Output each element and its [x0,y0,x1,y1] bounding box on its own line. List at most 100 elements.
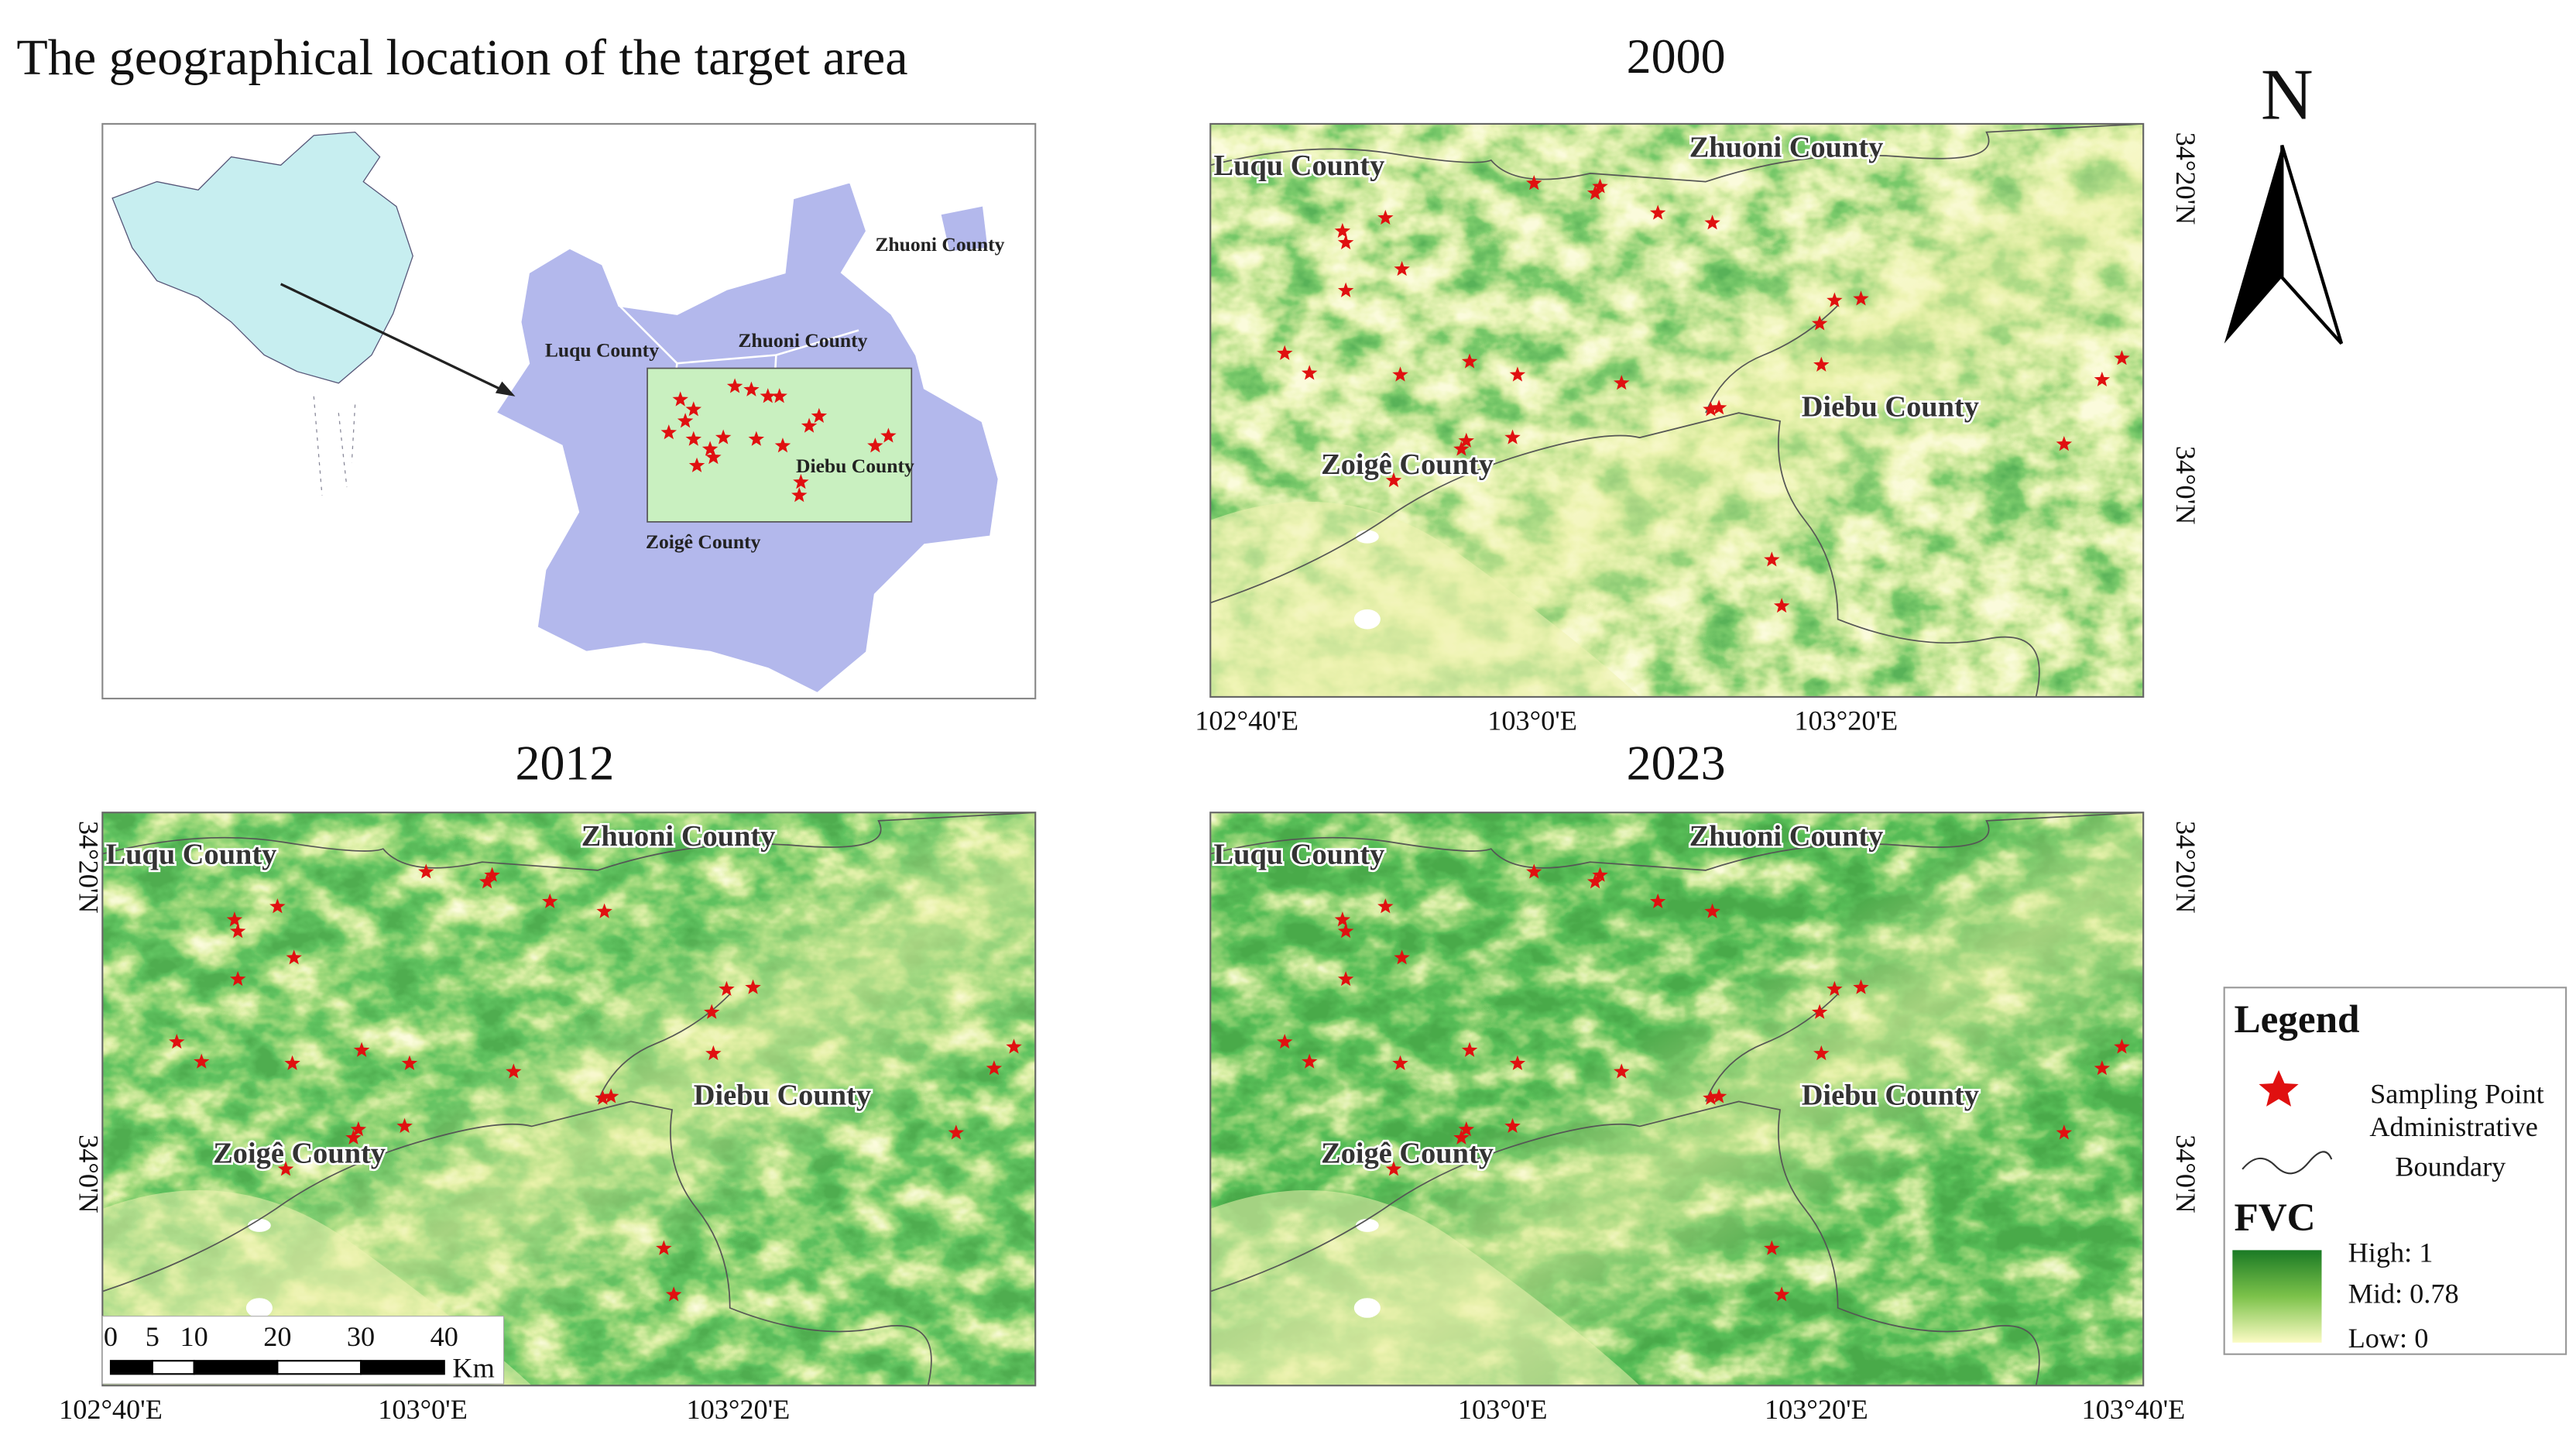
x-coordinate-label: 103°0'E [378,1394,468,1425]
sampling-point [811,407,828,423]
sampling-point [748,431,765,446]
sampling-point [1301,1053,1318,1069]
sampling-point [229,923,246,939]
y-coordinate-label: 34°20'N [73,821,104,914]
sampling-point [1704,215,1720,230]
bare-area [1210,1190,1640,1386]
sampling-point [1337,234,1354,250]
scale-unit: Km [452,1353,494,1384]
sampling-point [1773,1286,1790,1302]
sampling-point [867,438,883,453]
sampling-point [771,388,787,403]
sampling-point [269,898,286,914]
sampling-point [2114,350,2130,366]
sampling-point [1394,949,1410,965]
x-coordinate-label: 102°40'E [59,1394,163,1425]
sampling-point [1334,911,1351,927]
sampling-point [286,949,302,965]
county-label: Luqu County [1214,838,1385,870]
sampling-point [229,970,246,987]
sampling-point [880,427,897,443]
sampling-point [345,1129,362,1145]
scale-segment [193,1360,279,1375]
sampling-point [1385,1161,1402,1176]
sampling-point [1377,209,1394,225]
sampling-point [677,413,694,428]
sampling-point [1509,1055,1526,1070]
admin-boundary [102,812,1036,871]
y-coordinate-label: 34°0'N [2170,1134,2201,1213]
sampling-point [1458,1121,1475,1137]
sampling-point [2094,371,2111,387]
legend-point-label: Sampling Point [2370,1079,2544,1110]
sampling-point [743,381,760,396]
sampling-point [1773,597,1790,613]
sampling-point [1811,1004,1828,1019]
sampling-point [353,1042,370,1057]
sampling-point [602,1088,619,1103]
sampling-point [1586,874,1604,889]
sampling-point [1827,292,1843,307]
sampling-point [350,1121,367,1137]
sampling-point [1526,175,1542,190]
sampling-point [595,1090,611,1105]
sampling-point [688,457,705,472]
bare-area [1210,501,1640,697]
figure-title: The geographical location of the target … [16,29,907,86]
sampling-point [1276,345,1293,360]
scale-tick-label: 30 [347,1321,375,1352]
admin-boundary [1209,412,2040,698]
sampling-point [1592,867,1608,882]
sampling-point [701,441,719,456]
sampling-point [1458,432,1475,448]
county-label: Zoigê County [646,530,761,553]
sampling-point [705,1045,722,1061]
map-frame [1209,122,2145,698]
scale-tick-label: 40 [430,1321,458,1352]
sampling-point [1453,1129,1470,1145]
sampling-point [484,867,500,882]
sampling-point [277,1161,294,1176]
scale-segment [276,1360,362,1375]
sampling-point [542,893,558,908]
fvc-title: FVC [2234,1196,2315,1240]
scale-segment [151,1360,195,1375]
sampling-point [660,424,677,440]
sampling-point [801,417,818,433]
sampling-point [284,1055,300,1070]
sampling-point [2114,1038,2130,1054]
sampling-point [1813,356,1830,372]
county-label: Zoigê County [213,1137,386,1169]
sampling-point [685,401,702,417]
sampling-point [1813,1045,1830,1061]
county-label: Diebu County [1802,390,1979,423]
sampling-point [1526,863,1542,879]
sampling-point [715,429,732,444]
sampling-point [1301,365,1318,380]
sampling-point [1509,366,1526,382]
sampling-point [948,1124,965,1140]
sampling-point [703,1004,720,1019]
legend-title: Legend [2234,997,2359,1042]
scale-tick-label: 5 [146,1321,159,1352]
x-coordinate-label: 103°0'E [1458,1394,1548,1425]
map-frame [1209,812,2145,1387]
sampling-point [1764,1240,1780,1255]
location-map [101,122,1037,700]
fvc-label: High: 1 [2348,1237,2434,1268]
sampling-point [506,1063,522,1079]
snow-patch [1353,609,1381,630]
snow-patch [245,1298,273,1318]
sampling-point [2056,435,2073,451]
county-label: Diebu County [694,1079,871,1112]
sampling-point [1461,353,1478,369]
county-label: Zoigê County [1321,1137,1494,1169]
x-coordinate-label: 103°20'E [1765,1394,1868,1425]
admin-boundary [102,1100,932,1386]
sampling-point [793,474,809,489]
sampling-point [719,980,735,996]
fvc-map: Luqu County Zhuoni County Diebu County Zoig… [1209,736,2201,1425]
x-coordinate-label: 103°20'E [1794,705,1898,736]
